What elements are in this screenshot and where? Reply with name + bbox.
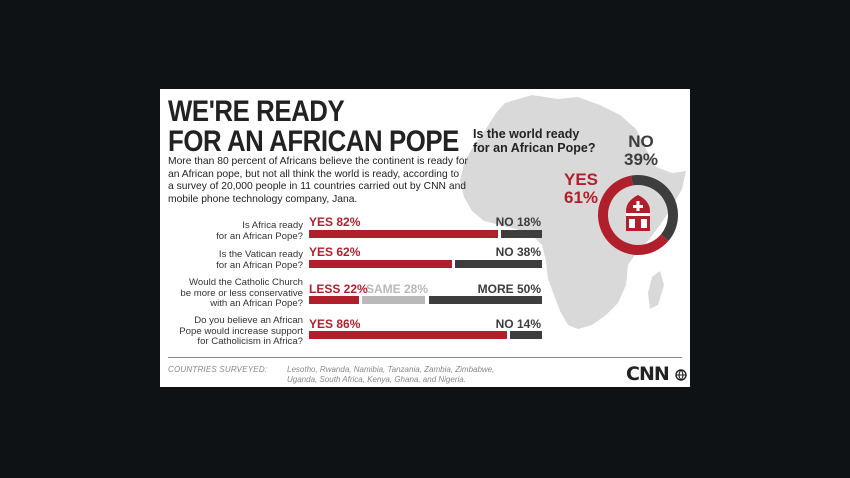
row2-no-label: NO 38% [495, 245, 541, 259]
row2-yes-label: YES 62% [309, 245, 361, 259]
bar-yes-row1 [309, 230, 498, 238]
row1-no-label: NO 18% [495, 215, 541, 229]
question-line: Do you believe an African [194, 315, 303, 326]
title-line-2: FOR AN AFRICAN POPE [168, 125, 459, 158]
mitre-band [626, 213, 650, 216]
africa-map-shape [460, 95, 686, 329]
question-line: Would the Catholic Church [189, 277, 303, 288]
question-4: Do you believe an African Pope would inc… [179, 315, 303, 348]
donut-slice-yes [598, 175, 669, 255]
madagascar-shape [648, 271, 664, 309]
row3-more-label: MORE 50% [477, 282, 541, 296]
yes-value: 61% [564, 188, 599, 207]
africa-map [460, 95, 686, 329]
question-line: Is the Vatican ready [218, 249, 303, 260]
question-1: Is Africa ready for an African Pope? [216, 220, 303, 242]
pope-icon [626, 195, 650, 231]
row4-no-label: NO 14% [495, 317, 541, 331]
mitre-panel-left [629, 219, 635, 228]
bar-no-row2 [454, 260, 542, 268]
countries-line: Uganda, South Africa, Kenya, Ghana, and … [287, 375, 466, 384]
bar-no-row4 [509, 331, 542, 339]
world-question-line: Is the world ready [473, 127, 580, 141]
intro-line: a survey of 20,000 people in 11 countrie… [168, 181, 467, 193]
intro-text: More than 80 percent of Africans believe… [168, 156, 513, 206]
bar-yes-row2 [309, 260, 452, 268]
countries-list: Lesotho, Rwanda, Namibia, Tanzania, Zamb… [287, 365, 494, 385]
donut-slice-no [631, 175, 678, 241]
intro-line: mobile phone technology company, Jana. [168, 193, 358, 205]
intro-line: an African pope, but not all think the w… [168, 168, 460, 180]
cnn-logo: CNN [626, 363, 670, 385]
question-3: Would the Catholic Church be more or les… [180, 277, 303, 310]
row4-yes-label: YES 86% [309, 317, 361, 331]
bar-more-row3 [428, 296, 542, 304]
yes-label: YES [564, 170, 599, 189]
question-line: for Catholicism in Africa? [197, 336, 303, 347]
row3-same-label: SAME 28% [366, 282, 429, 296]
row1-yes-label: YES 82% [309, 215, 361, 229]
countries-line: Lesotho, Rwanda, Namibia, Tanzania, Zamb… [287, 365, 495, 374]
countries-label: COUNTRIES SURVEYED: [168, 365, 268, 374]
world-question: Is the world ready for an African Pope? [473, 127, 595, 155]
title-line-1: WE'RE READY [168, 95, 345, 128]
bar-no-row1 [500, 230, 542, 238]
question-line: Pope would increase support [179, 325, 303, 337]
donut-chart [598, 175, 678, 255]
no-label: NO [628, 132, 654, 151]
row3-less-label: LESS 22% [309, 282, 368, 296]
question-line: with an African Pope? [210, 298, 303, 309]
mitre-panel-right [641, 219, 647, 228]
intro-line: More than 80 percent of Africans believe… [168, 156, 468, 167]
yes-percent-label: YES 61% [564, 171, 598, 207]
question-line: for an African Pope? [216, 259, 303, 271]
no-value: 39% [624, 150, 659, 169]
bar-less-row3 [309, 296, 359, 304]
question-line: Is Africa ready [242, 220, 303, 231]
mitre-cross-h [633, 205, 643, 208]
bar-same-row3 [361, 296, 426, 304]
no-percent-label: NO 39% [624, 133, 658, 169]
infographic-card: WE'RE READY FOR AN AFRICAN POPE More tha… [160, 89, 690, 387]
question-line: for an African Pope? [216, 230, 303, 242]
globe-icon [675, 369, 687, 381]
question-line: be more or less conservative [180, 287, 303, 299]
bar-yes-row4 [309, 331, 507, 339]
footer-divider [168, 357, 682, 358]
question-2: Is the Vatican ready for an African Pope… [216, 249, 303, 271]
world-question-line: for an African Pope? [473, 141, 596, 155]
